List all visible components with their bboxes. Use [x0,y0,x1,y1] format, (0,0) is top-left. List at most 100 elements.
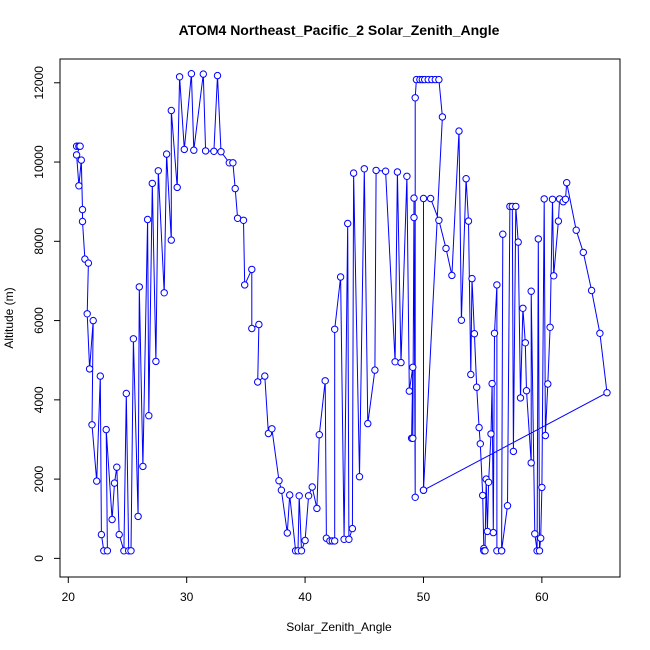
y-axis-label: Altitude (m) [2,287,16,348]
data-point [468,274,476,283]
data-point [419,194,428,203]
data-point [93,477,101,485]
data-point [397,358,405,367]
data-point [522,387,531,395]
data-point [162,150,171,158]
data-point [499,230,507,238]
data-point [527,459,535,467]
x-tick-label: 60 [535,590,549,604]
data-point [248,265,256,274]
data-point [295,492,303,500]
data-point [497,547,506,555]
data-point [217,148,225,156]
data-point [301,536,309,545]
data-point [537,534,545,542]
data-point [488,379,496,388]
data-point [97,530,106,539]
data-point [527,287,535,295]
data-point [462,175,470,183]
data-point [503,502,512,510]
data-point [455,127,463,135]
data-point [435,216,443,225]
data-point [479,491,487,500]
x-axis: 20 30 40 50 60 [62,577,549,604]
data-point [550,272,558,280]
y-tick-label: 10000 [32,145,46,179]
data-point [88,421,96,429]
data-point [546,323,554,331]
data-point [286,491,294,499]
chart-title: ATOM4 Northeast_Pacific_2 Solar_Zenith_A… [179,22,500,38]
data-point [255,320,263,329]
data-point [210,147,218,156]
y-tick-label: 6000 [32,307,46,334]
data-point [297,547,306,555]
data-point [108,515,116,524]
data-point [493,281,501,289]
data-point [239,216,248,225]
data-point [277,486,286,494]
data-point [514,238,522,246]
data-point [393,168,402,176]
data-point [261,372,269,380]
data-point [411,493,419,501]
data-point [187,70,196,78]
y-tick-label: 12000 [32,66,46,100]
data-point [484,478,493,486]
data-point [96,372,105,380]
data-point [438,113,447,121]
x-tick-label: 50 [417,590,431,604]
data-point [201,147,210,155]
data-point [160,289,168,297]
data-point [175,73,184,81]
data-point [534,235,542,243]
y-axis: 0 2000 4000 6000 8000 10000 12000 [32,66,60,562]
data-point [509,447,518,456]
data-point [481,547,489,555]
data-point [348,524,357,533]
data-point [475,423,483,432]
data-point [145,412,153,420]
data-point [364,419,372,428]
data-point [110,479,119,487]
data-point [167,236,176,244]
data-point [603,389,611,397]
data-point [254,378,262,386]
data-point [213,71,222,80]
data-point [409,363,417,371]
data-point [148,179,157,188]
data-point [411,94,419,102]
y-tick-label: 8000 [32,228,46,255]
data-point [231,184,239,193]
data-point [313,504,321,513]
data-point [435,75,443,84]
data-point [77,156,86,164]
x-axis-label: Solar_Zenith_Angle [286,620,392,634]
data-point [129,335,138,343]
series-line [76,73,608,552]
data-point [113,463,121,471]
data-point [78,217,87,226]
data-point [83,310,91,318]
data-point [541,431,550,440]
data-point [331,325,339,333]
data-point [127,547,135,555]
data-point [464,217,473,225]
data-point [403,172,411,181]
data-point [345,535,353,543]
data-point [199,70,208,78]
data-point [103,547,112,555]
data-point [336,273,345,281]
data-point [544,380,552,388]
data-point [152,357,160,366]
data-point [135,283,144,291]
data-point [521,339,529,347]
x-tick-label: 40 [298,590,312,604]
data-point [419,486,428,494]
data-point [563,179,571,187]
data-point [315,431,323,439]
data-point [587,286,596,295]
data-point [448,271,456,280]
data-point [229,159,237,167]
